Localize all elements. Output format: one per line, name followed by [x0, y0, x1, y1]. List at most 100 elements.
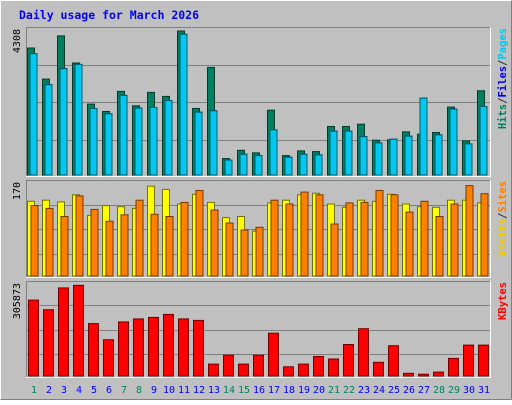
panel-legend-labels: Hits/Files/Pages: [497, 28, 509, 129]
bar-kbytes-day-9: [148, 316, 159, 377]
bar-kbytes-day-18: [283, 366, 294, 377]
day-label-25: 25: [388, 385, 400, 396]
bar-pages-day-16: [254, 155, 263, 176]
day-label-13: 13: [208, 385, 220, 396]
legend-label: KBytes: [497, 282, 509, 320]
day-label-4: 4: [76, 385, 82, 396]
legend-label: Visits: [497, 219, 509, 257]
bar-kbytes-day-17: [268, 332, 279, 377]
bar-sites-day-13: [210, 209, 219, 277]
day-label-26: 26: [403, 385, 415, 396]
bar-kbytes-day-3: [58, 287, 69, 377]
day-label-12: 12: [193, 385, 205, 396]
panel-visits-sites: 170 Visits/Sites: [12, 180, 509, 278]
bar-pages-day-21: [329, 130, 338, 176]
legend-label: Hits: [497, 104, 509, 129]
bar-kbytes-day-11: [178, 318, 189, 377]
day-label-11: 11: [178, 385, 190, 396]
bar-sites-day-31: [480, 193, 489, 277]
bar-pages-day-5: [89, 108, 98, 176]
bar-kbytes-day-5: [88, 323, 99, 377]
panel-legend-labels: KBytes: [497, 282, 509, 320]
bar-pages-day-23: [359, 136, 368, 176]
bar-sites-day-10: [165, 216, 174, 277]
bar-kbytes-day-30: [463, 344, 474, 377]
bar-sites-day-9: [150, 213, 159, 277]
day-label-10: 10: [163, 385, 175, 396]
bar-sites-day-30: [465, 185, 474, 277]
day-label-24: 24: [373, 385, 385, 396]
series-kbytes: [28, 284, 489, 377]
bar-kbytes-day-1: [28, 299, 39, 377]
bar-pages-day-12: [194, 111, 203, 176]
bar-sites-day-17: [270, 199, 279, 277]
bar-sites-day-19: [300, 191, 309, 277]
panel-legend-labels: Visits/Sites: [497, 181, 509, 257]
bar-pages-day-19: [299, 153, 308, 176]
bar-pages-day-18: [284, 156, 293, 176]
bar-kbytes-day-19: [298, 363, 309, 377]
bar-pages-day-3: [59, 68, 68, 176]
bar-sites-day-15: [240, 229, 249, 277]
bar-sites-day-22: [345, 202, 354, 277]
bar-sites-day-20: [315, 194, 324, 277]
day-label-30: 30: [463, 385, 475, 396]
panel-pages-files-hits: 4308 Hits/Files/Pages: [12, 27, 509, 177]
day-label-18: 18: [283, 385, 295, 396]
day-label-29: 29: [448, 385, 460, 396]
legend-label: Files: [497, 66, 509, 98]
bar-sites-day-11: [180, 201, 189, 277]
legend-label: Sites: [497, 181, 509, 213]
bar-pages-day-15: [239, 153, 248, 176]
bar-sites-day-2: [45, 207, 54, 277]
day-label-28: 28: [433, 385, 445, 396]
chart-title: Daily usage for March 2026: [19, 8, 199, 22]
bar-kbytes-day-23: [358, 328, 369, 377]
bar-kbytes-day-2: [43, 309, 54, 377]
bar-kbytes-day-8: [133, 318, 144, 377]
bar-pages-day-6: [104, 113, 113, 176]
bar-kbytes-day-4: [73, 284, 84, 377]
bar-kbytes-day-20: [313, 355, 324, 377]
legend-label: /: [497, 98, 509, 104]
bar-kbytes-day-26: [403, 372, 414, 377]
day-label-7: 7: [121, 385, 127, 396]
bar-kbytes-day-22: [343, 344, 354, 377]
bar-kbytes-day-28: [433, 371, 444, 377]
bar-kbytes-day-12: [193, 319, 204, 377]
day-label-8: 8: [136, 385, 142, 396]
bar-sites-day-16: [255, 226, 264, 277]
day-label-14: 14: [223, 385, 235, 396]
day-label-1: 1: [31, 385, 37, 396]
bar-pages-day-26: [404, 135, 413, 176]
day-label-9: 9: [151, 385, 157, 396]
bar-pages-day-31: [479, 106, 488, 176]
bar-pages-day-9: [149, 107, 158, 176]
bar-kbytes-day-13: [208, 363, 219, 377]
bar-kbytes-day-27: [418, 373, 429, 377]
day-label-19: 19: [298, 385, 310, 396]
bar-pages-day-4: [74, 63, 83, 176]
bar-sites-day-26: [405, 211, 414, 277]
panel-max-label: 305873: [12, 283, 23, 319]
bar-sites-day-4: [75, 195, 84, 277]
day-label-5: 5: [91, 385, 97, 396]
bar-sites-day-18: [285, 203, 294, 277]
bar-sites-day-23: [360, 201, 369, 277]
day-label-20: 20: [313, 385, 325, 396]
bar-sites-day-5: [90, 208, 99, 277]
day-label-16: 16: [253, 385, 265, 396]
bar-pages-day-14: [224, 159, 233, 176]
bar-pages-day-22: [344, 130, 353, 176]
series-pages: [29, 33, 488, 176]
day-label-17: 17: [268, 385, 280, 396]
day-axis-labels: 1 2 3 4 5 6 7 8 9 10 11 12 13 14 15 16 17 18 19 20 21 22 23 24 2…: [31, 385, 490, 396]
bar-sites-day-21: [330, 223, 339, 277]
panel-max-label: 4308: [12, 29, 23, 53]
day-label-23: 23: [358, 385, 370, 396]
bar-kbytes-day-31: [478, 344, 489, 377]
bar-pages-day-1: [29, 53, 38, 176]
bar-sites-day-29: [450, 203, 459, 277]
bar-pages-day-11: [179, 33, 188, 176]
